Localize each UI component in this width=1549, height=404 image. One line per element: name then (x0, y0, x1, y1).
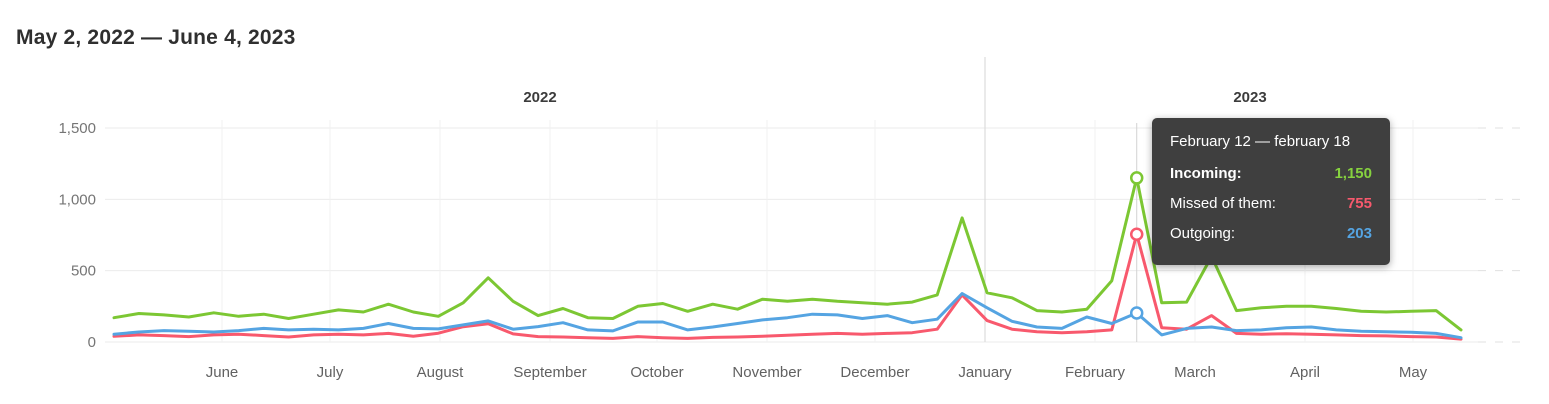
x-axis-month-label: October (630, 364, 683, 381)
x-axis-month-label: August (417, 364, 465, 381)
chart-tooltip: February 12 — february 18 Incoming: 1,15… (1152, 118, 1390, 265)
x-axis-month-label: March (1174, 364, 1216, 381)
tooltip-row-outgoing: Outgoing: 203 (1170, 223, 1372, 244)
series-line-missed-of-them (112, 232, 1463, 341)
tooltip-row-missed: Missed of them: 755 (1170, 193, 1372, 214)
x-axis-month-label: April (1290, 364, 1320, 381)
series-line-incoming (112, 176, 1463, 332)
tooltip-label-outgoing: Outgoing: (1170, 225, 1236, 242)
y-axis-tick-label: 500 (71, 263, 96, 280)
tooltip-value-incoming: 1,150 (1334, 165, 1372, 182)
tooltip-label-missed: Missed of them: (1170, 195, 1276, 212)
x-axis-month-label: January (958, 364, 1012, 381)
y-axis-tick-label: 0 (88, 334, 96, 351)
hover-marker-missed-of-them[interactable] (1129, 227, 1144, 242)
x-axis-month-label: May (1399, 364, 1428, 381)
hover-marker-incoming[interactable] (1129, 171, 1144, 185)
x-axis-month-label: November (732, 364, 801, 381)
date-range-title: May 2, 2022 — June 4, 2023 (16, 26, 296, 49)
tooltip-value-outgoing: 203 (1346, 225, 1372, 242)
year-label: 2023 (1233, 89, 1266, 106)
x-axis-month-label: July (317, 364, 344, 381)
x-axis-month-label: December (840, 364, 909, 381)
tooltip-value-missed: 755 (1346, 195, 1372, 212)
x-axis-month-label: June (206, 364, 239, 381)
year-label: 2022 (523, 89, 556, 106)
y-axis-tick-label: 1,500 (58, 120, 96, 137)
x-axis-month-label: February (1065, 364, 1126, 381)
tooltip-date-range: February 12 — february 18 (1170, 133, 1351, 150)
tooltip-label-incoming: Incoming: (1170, 165, 1242, 182)
x-axis-month-label: September (513, 364, 586, 381)
y-axis-tick-label: 1,000 (58, 191, 96, 208)
series-line-outgoing (112, 292, 1463, 340)
tooltip-row-incoming: Incoming: 1,150 (1170, 163, 1372, 184)
hover-marker-outgoing[interactable] (1129, 306, 1144, 320)
